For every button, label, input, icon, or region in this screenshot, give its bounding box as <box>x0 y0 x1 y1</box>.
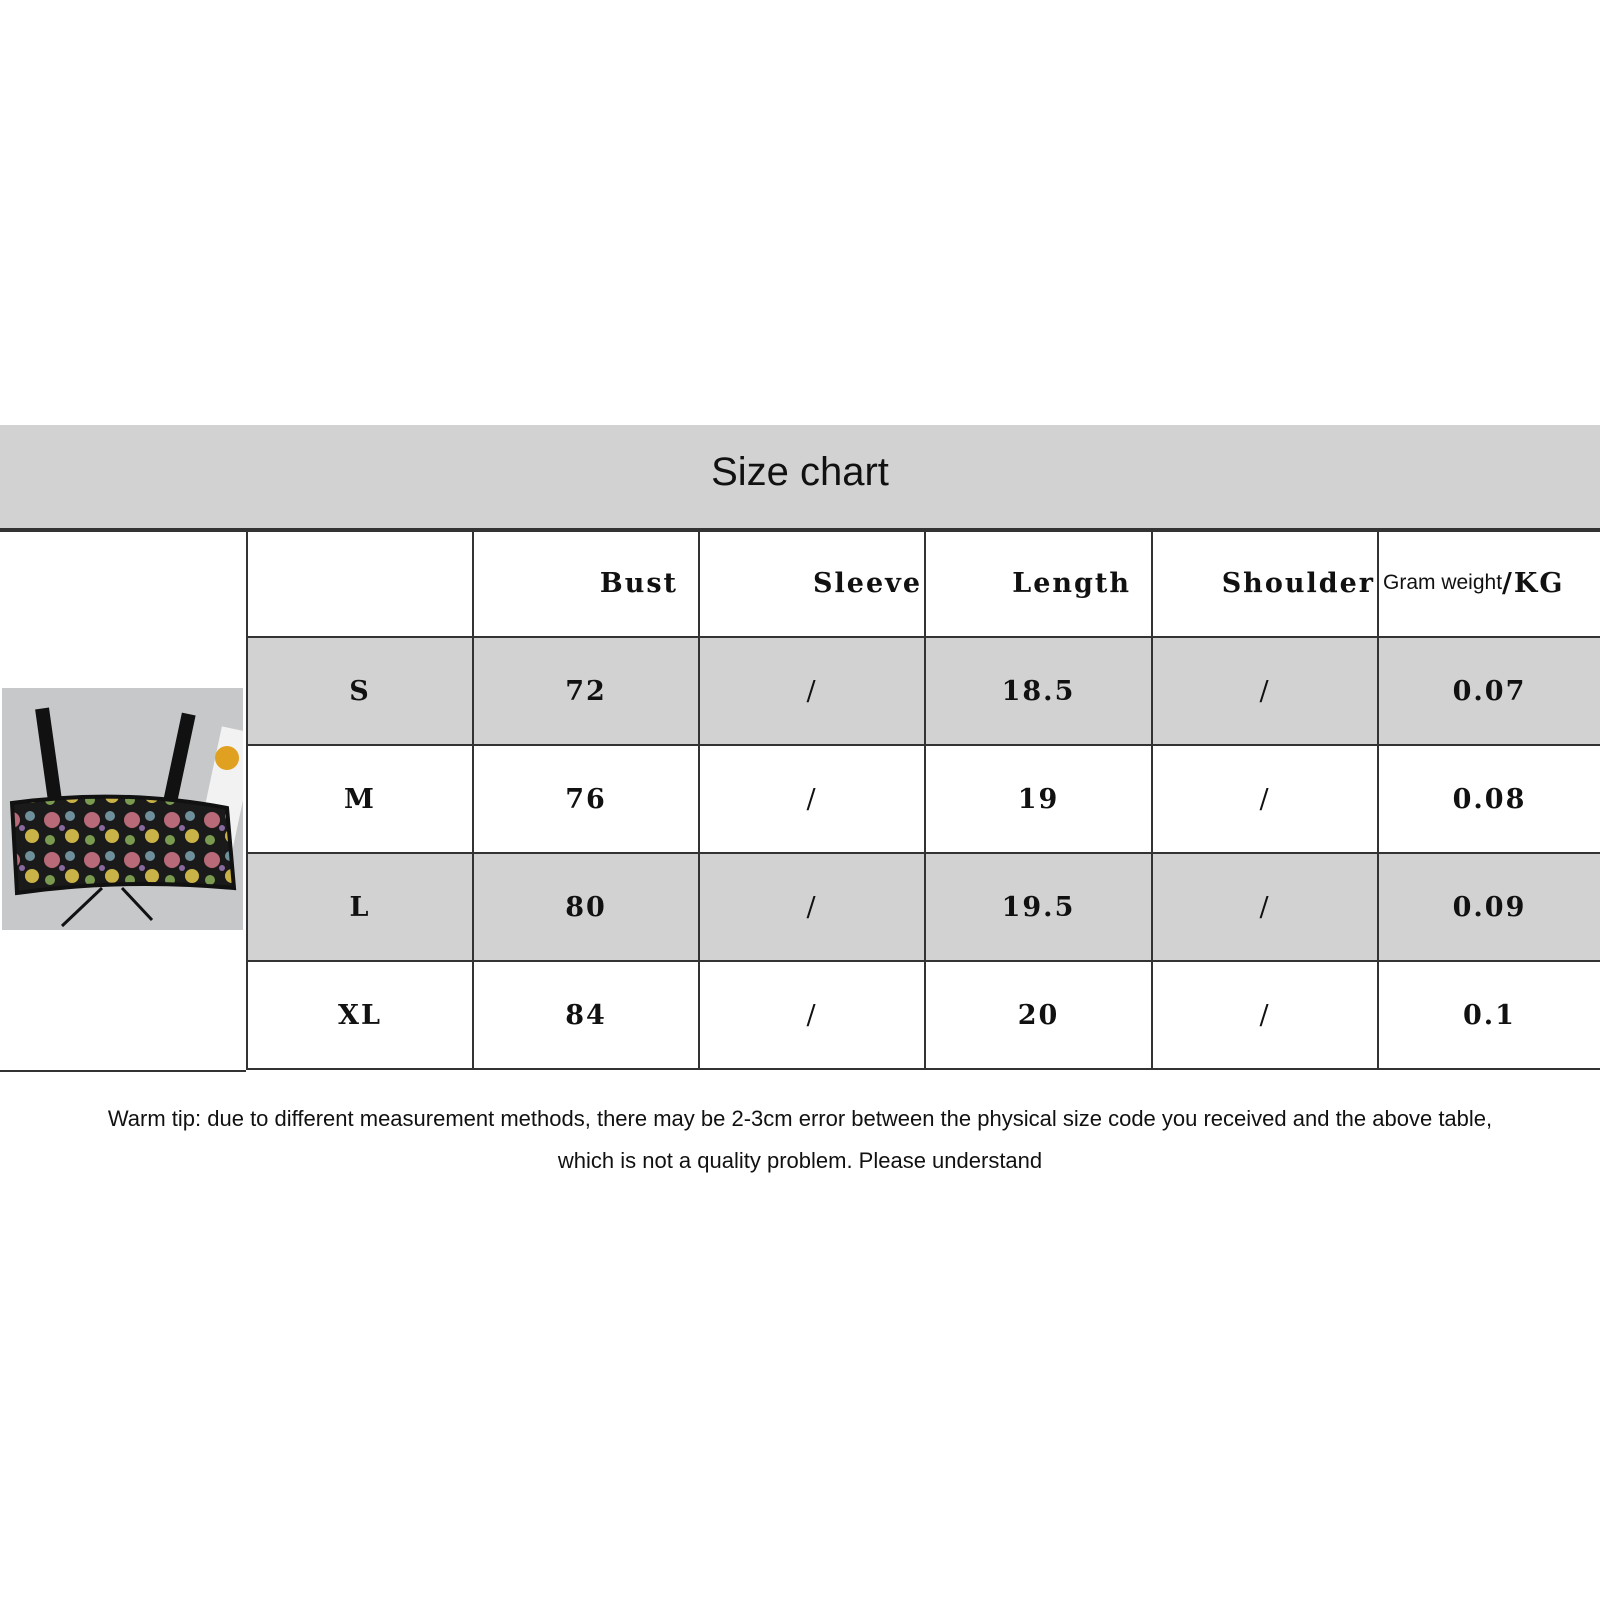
cell-weight: 0.1 <box>1377 962 1600 1070</box>
cell-shoulder: / <box>1151 746 1377 854</box>
cell-weight: 0.08 <box>1377 746 1600 854</box>
table-row: M 76/19/0.08 <box>246 746 1600 854</box>
divider <box>0 530 1600 532</box>
cell-length: 19.5 <box>924 854 1151 962</box>
cell-shoulder: / <box>1151 962 1377 1070</box>
product-photo <box>2 688 243 930</box>
table-header-row: Bust Sleeve Length Shoulder Gram weight /… <box>246 530 1600 638</box>
warm-tip-line: Warm tip: due to different measurement m… <box>107 1106 1493 1131</box>
warm-tip-line: which is not a quality problem. Please u… <box>557 1148 1043 1173</box>
cell-sleeve: / <box>698 638 924 746</box>
cell-bust: 84 <box>472 962 698 1070</box>
header-sleeve: Sleeve <box>698 530 924 638</box>
cell-length: 18.5 <box>924 638 1151 746</box>
table-row: XL 84/20/0.1 <box>246 962 1600 1070</box>
cell-length: 19 <box>924 746 1151 854</box>
warm-tip: Warm tip: due to different measurement m… <box>0 1098 1600 1182</box>
header-bust: Bust <box>472 530 698 638</box>
header-length: Length <box>924 530 1151 638</box>
cell-size: S <box>246 638 472 746</box>
cell-sleeve: / <box>698 962 924 1070</box>
cell-weight: 0.09 <box>1377 854 1600 962</box>
header-weight-unit: /KG <box>1502 567 1565 599</box>
cell-shoulder: / <box>1151 638 1377 746</box>
cell-size: L <box>246 854 472 962</box>
title-band <box>0 425 1600 530</box>
cell-sleeve: / <box>698 746 924 854</box>
cell-size: XL <box>246 962 472 1070</box>
table-row: L 80/19.5/0.09 <box>246 854 1600 962</box>
header-size <box>246 530 472 638</box>
header-weight: Gram weight/KG <box>1377 530 1600 638</box>
cell-size: M <box>246 746 472 854</box>
cell-bust: 76 <box>472 746 698 854</box>
cell-bust: 72 <box>472 638 698 746</box>
header-shoulder: Shoulder <box>1151 530 1377 638</box>
divider <box>0 1070 246 1072</box>
cell-sleeve: / <box>698 854 924 962</box>
cell-shoulder: / <box>1151 854 1377 962</box>
header-weight-label: Gram weight <box>1383 571 1503 594</box>
page-title: Size chart <box>711 450 889 494</box>
cell-weight: 0.07 <box>1377 638 1600 746</box>
cell-length: 20 <box>924 962 1151 1070</box>
table-row: S 72/18.5/0.07 <box>246 638 1600 746</box>
cell-bust: 80 <box>472 854 698 962</box>
